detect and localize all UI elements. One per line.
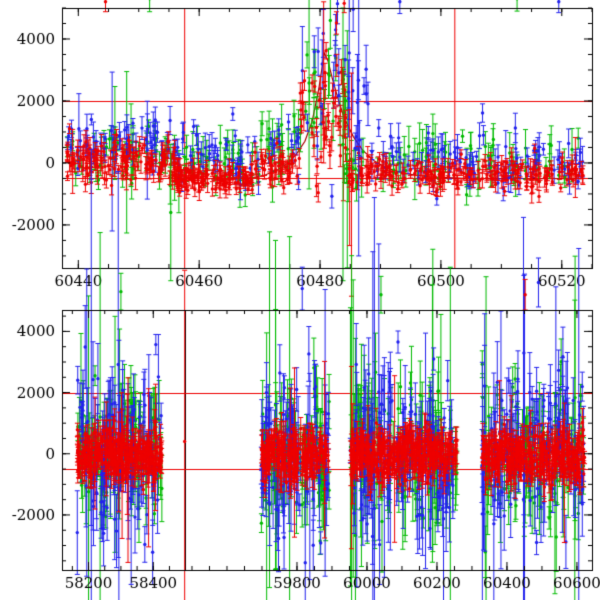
- light-curve-figure: [0, 0, 600, 600]
- light-curve-canvas: [0, 0, 600, 600]
